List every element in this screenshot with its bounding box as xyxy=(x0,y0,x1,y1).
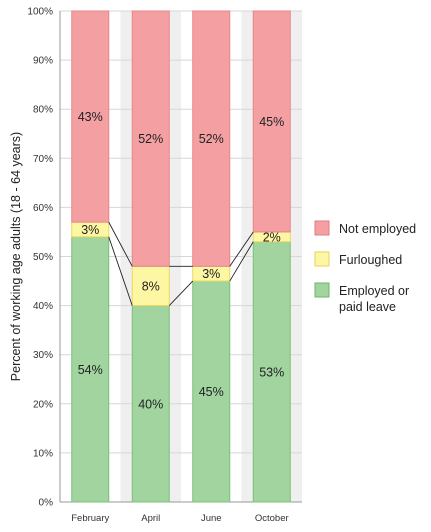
legend-swatch xyxy=(314,251,330,267)
data-label: 2% xyxy=(263,230,281,244)
data-label: 43% xyxy=(78,110,103,124)
bar-segment xyxy=(192,10,231,267)
legend-label: Furloughed xyxy=(339,253,402,267)
legend: Not employed Furloughed Employed or paid le… xyxy=(314,220,416,314)
y-tick-label: 100% xyxy=(27,7,53,18)
y-tick-label: 40% xyxy=(33,301,53,312)
bar-segment xyxy=(252,10,291,233)
x-axis-ticks: February April June October xyxy=(71,513,288,524)
data-label: 53% xyxy=(259,365,284,379)
bar-segment xyxy=(71,10,110,223)
y-tick-label: 70% xyxy=(33,154,53,165)
y-tick-label: 10% xyxy=(33,448,53,459)
y-tick-label: 60% xyxy=(33,203,53,214)
data-label: 45% xyxy=(259,115,284,129)
y-tick-label: 0% xyxy=(39,498,54,509)
legend-label: paid leave xyxy=(339,300,396,314)
y-axis-ticks: 0% 10% 20% 30% 40% 50% 60% 70% 80% 90% 100% xyxy=(27,7,53,509)
y-axis-label: Percent of working age adults (18 - 64 y… xyxy=(9,132,23,381)
data-label: 3% xyxy=(202,267,220,281)
connector-line xyxy=(108,236,133,306)
y-tick-label: 90% xyxy=(33,56,53,67)
connector-line xyxy=(108,221,133,267)
legend-swatch xyxy=(314,220,330,236)
data-label: 45% xyxy=(199,385,224,399)
data-label: 40% xyxy=(138,397,163,411)
y-tick-label: 50% xyxy=(33,252,53,263)
x-tick-label: October xyxy=(255,513,289,524)
bar-segment xyxy=(192,280,231,503)
data-label: 52% xyxy=(199,132,224,146)
y-tick-label: 20% xyxy=(33,399,53,410)
legend-label: Not employed xyxy=(339,222,416,236)
y-tick-label: 80% xyxy=(33,105,53,116)
segment-labels: 54% 3% 43% 40% 8% 52% 45% 3% 52% 53% 2% 45% xyxy=(78,110,285,411)
x-tick-label: February xyxy=(71,513,109,524)
connector-line xyxy=(168,280,194,306)
bar-segment xyxy=(252,241,291,503)
connector-line xyxy=(229,231,254,267)
connector-line xyxy=(229,241,254,282)
y-tick-label: 30% xyxy=(33,350,53,361)
connector-lines xyxy=(108,221,254,306)
bar-segment xyxy=(131,10,170,267)
data-label: 8% xyxy=(142,279,160,293)
x-tick-label: June xyxy=(201,513,222,524)
bars xyxy=(71,10,291,503)
data-label: 3% xyxy=(81,223,99,237)
legend-label: Employed or xyxy=(339,284,409,298)
data-label: 54% xyxy=(78,363,103,377)
x-tick-label: April xyxy=(141,513,160,524)
legend-swatch xyxy=(314,282,330,298)
data-label: 52% xyxy=(138,132,163,146)
bar-segment xyxy=(131,305,170,503)
